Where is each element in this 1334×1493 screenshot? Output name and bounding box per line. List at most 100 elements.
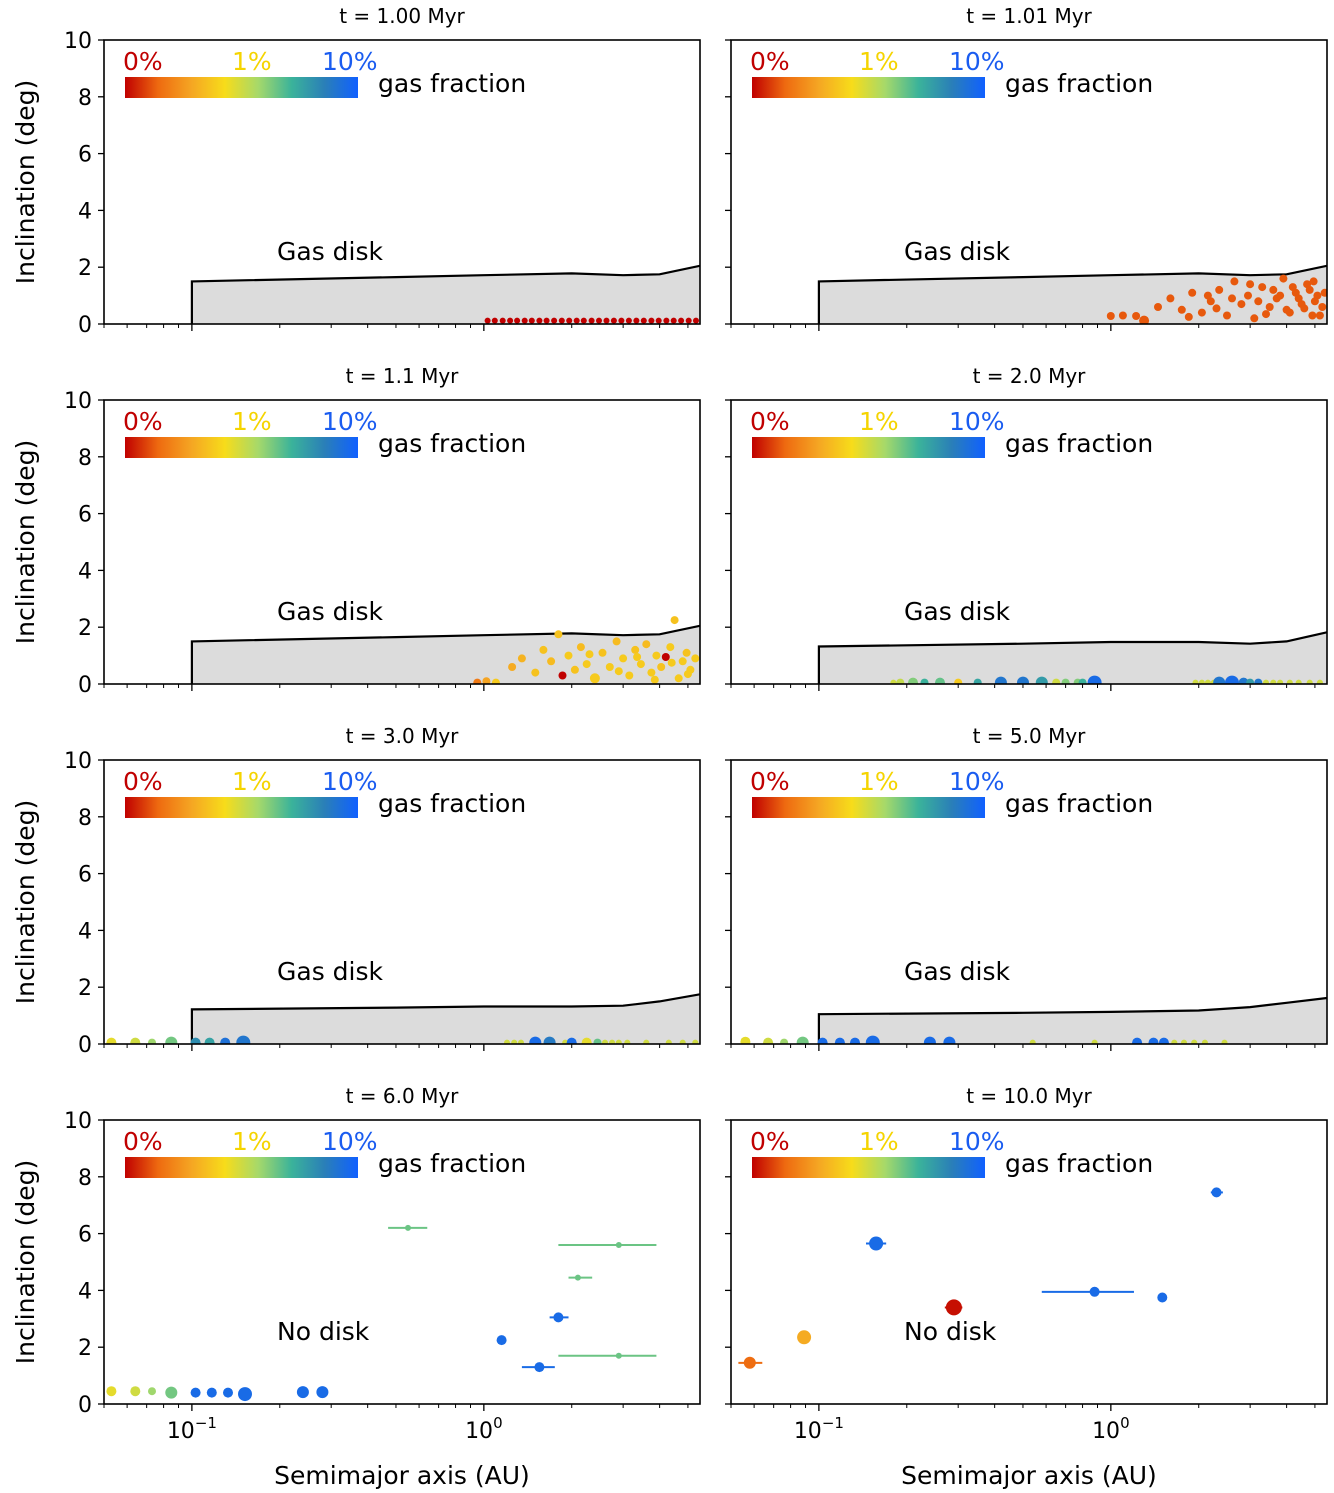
y-axis-label: Inclination (deg) (11, 1160, 40, 1364)
planet-point (1320, 288, 1327, 297)
colorbar-label: gas fraction (1005, 429, 1153, 458)
y-tick-label: 0 (78, 313, 92, 338)
planet-point (692, 1039, 699, 1044)
y-tick-label: 0 (78, 1033, 92, 1058)
planet-point (580, 317, 587, 324)
planet-point (553, 1312, 564, 1323)
planet-point (1106, 312, 1115, 320)
planet-point (633, 653, 642, 661)
x-tick-exponent: 0 (493, 1414, 503, 1432)
planet-point (643, 1039, 650, 1044)
planet-point (1212, 304, 1221, 313)
planet-point (296, 1386, 309, 1399)
planet-point (1238, 677, 1249, 684)
colorbar-tick-label: 0% (750, 407, 790, 436)
planet-point (1184, 312, 1193, 321)
planet-point (484, 317, 491, 324)
planet-point (547, 657, 556, 666)
colorbar-label: gas fraction (378, 1149, 526, 1178)
colorbar-tick-label: 10% (322, 407, 378, 436)
colorbar-label: gas fraction (1005, 1149, 1153, 1178)
planet-point (1228, 294, 1236, 303)
disk-label: Gas disk (277, 957, 384, 986)
colorbar-tick-label: 0% (123, 407, 163, 436)
planet-point (890, 679, 897, 684)
planet-point (1277, 679, 1284, 684)
gas-disk-area (191, 994, 700, 1044)
planet-point (1254, 297, 1263, 306)
y-tick-label: 8 (78, 806, 92, 831)
panel-title: t = 5.0 Myr (973, 724, 1087, 748)
planet-point (954, 678, 963, 684)
disk-label: No disk (904, 1317, 997, 1346)
x-tick-base: 10 (794, 1419, 822, 1444)
planet-point (923, 1036, 936, 1044)
gas-disk-area (818, 632, 1327, 684)
colorbar-tick-label: 0% (750, 1127, 790, 1156)
planet-point (1316, 679, 1323, 684)
axes-frame (103, 1119, 701, 1405)
panel-title: t = 1.1 Myr (346, 364, 460, 388)
planet-point (670, 317, 677, 324)
axes-frame (730, 759, 1328, 1045)
planet-point (1061, 678, 1070, 684)
planet-point (625, 671, 634, 680)
planet-point (665, 1039, 672, 1044)
planet-point (1258, 283, 1267, 292)
planet-point (650, 675, 659, 684)
planet-point (693, 317, 699, 324)
planet-point (554, 630, 563, 639)
planet-point (678, 657, 687, 666)
planet-point (106, 1386, 117, 1397)
planet-point (1306, 679, 1313, 684)
planet-point (1244, 291, 1252, 300)
x-tick-label: 10−1 (794, 1414, 844, 1444)
y-tick-label: 2 (78, 1336, 92, 1361)
planet-point (496, 1335, 507, 1346)
colorbar-tick-label: 1% (859, 47, 899, 76)
planet-point (603, 317, 610, 324)
planet-point (491, 678, 500, 684)
planet-point (223, 1387, 233, 1398)
planet-point (531, 668, 540, 677)
planet-point (1215, 285, 1224, 294)
planet-point (482, 677, 491, 684)
planet-point (543, 317, 550, 324)
axes-frame (730, 1119, 1328, 1405)
x-tick-exponent: −1 (822, 1414, 844, 1432)
planet-point (945, 1299, 962, 1316)
planet-point (517, 654, 526, 663)
planet-point (614, 667, 623, 676)
colorbar: 0% 1% 10%gas fraction (750, 407, 1153, 458)
axes-frame (730, 399, 1328, 685)
colorbar: 0% 1% 10%gas fraction (750, 1127, 1153, 1178)
planet-point (206, 1387, 217, 1398)
planet-point (1246, 280, 1255, 289)
planet-point (316, 1386, 329, 1399)
x-tick-exponent: −1 (195, 1414, 217, 1432)
colorbar-tick-label: 0% (123, 47, 163, 76)
planet-point (1197, 308, 1206, 317)
colorbar-tick-label: 10% (322, 767, 378, 796)
colorbar-bar (752, 77, 985, 98)
disk-label: Gas disk (904, 957, 1011, 986)
y-tick-label: 10 (64, 29, 92, 54)
disk-label: Gas disk (904, 237, 1011, 266)
planet-point (1300, 304, 1309, 313)
planet-point (943, 1036, 956, 1044)
planet-point (1029, 1039, 1036, 1044)
planet-point (610, 317, 617, 324)
planet-point (1091, 1039, 1098, 1044)
y-tick-label: 4 (78, 559, 92, 584)
colorbar-bar (125, 437, 358, 458)
planet-point (130, 1037, 141, 1044)
planet-point (1191, 1039, 1198, 1044)
y-tick-label: 2 (78, 976, 92, 1001)
planet-point (633, 317, 640, 324)
y-tick-label: 0 (78, 673, 92, 698)
planet-point (473, 678, 482, 684)
planet-point (564, 651, 573, 660)
colorbar-label: gas fraction (378, 69, 526, 98)
gas-disk-edge (190, 993, 700, 1044)
planet-point (220, 1037, 231, 1044)
